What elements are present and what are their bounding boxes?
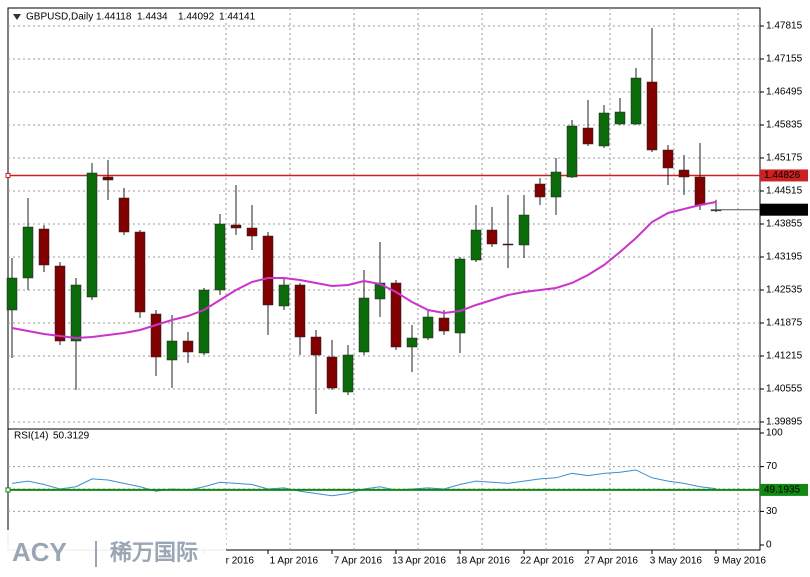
y-tick-label: 1.41875 xyxy=(766,318,803,329)
rsi-y-tick-label: 30 xyxy=(766,506,778,517)
candle-body xyxy=(550,171,562,198)
price-box xyxy=(760,203,808,216)
x-tick-label: 22 Apr 2016 xyxy=(520,556,574,567)
candle-body xyxy=(278,284,290,307)
y-tick-label: 1.46495 xyxy=(766,87,803,98)
chart-title: GBPUSD,Daily xyxy=(26,12,93,23)
candle-body xyxy=(150,313,162,358)
candle-body xyxy=(662,149,674,169)
candle-body xyxy=(502,243,514,246)
y-tick-label: 1.47815 xyxy=(766,21,803,32)
candle-body xyxy=(646,81,658,151)
candle-body xyxy=(166,340,178,361)
candle-body xyxy=(214,223,226,291)
candle-body xyxy=(582,127,594,145)
x-tick-label: 18 Apr 2016 xyxy=(456,556,510,567)
watermark-cn: 稀万国际 xyxy=(110,540,198,565)
x-tick-label: 13 Apr 2016 xyxy=(392,556,446,567)
header-close: 1.44141 xyxy=(219,12,256,23)
candle-body xyxy=(566,125,578,178)
level-box xyxy=(760,169,808,182)
candle-body xyxy=(294,284,306,338)
candle-body xyxy=(470,229,482,261)
candle-body xyxy=(486,229,498,245)
y-tick-label: 1.47155 xyxy=(766,54,803,65)
moving-average xyxy=(11,201,717,340)
candle-body xyxy=(182,340,194,353)
rsi-y-tick-label: 70 xyxy=(766,461,778,472)
x-tick-label: 3 May 2016 xyxy=(650,556,703,567)
candle-body xyxy=(390,282,402,348)
rsi-y-tick-label: 0 xyxy=(766,540,772,551)
candle-body xyxy=(310,336,322,356)
price-label: 1.44141 xyxy=(764,204,801,215)
candle-body xyxy=(342,354,354,393)
rsi-level-handle xyxy=(5,487,11,493)
x-tick-label: 1 Apr 2016 xyxy=(270,556,319,567)
y-tick-label: 1.41215 xyxy=(766,351,803,362)
x-tick-label: 9 May 2016 xyxy=(714,556,767,567)
watermark-brand: ACY xyxy=(12,537,67,567)
rsi-level-label: 49.1935 xyxy=(764,485,801,496)
candle-body xyxy=(70,284,82,342)
candle-body xyxy=(6,277,18,311)
level-handle xyxy=(5,172,11,178)
candle-body xyxy=(262,235,274,306)
header-open: 1.44118 xyxy=(96,12,132,23)
candle-body xyxy=(198,289,210,354)
x-tick-label: 27 Apr 2016 xyxy=(584,556,638,567)
chart-icon xyxy=(13,14,21,20)
candle-body xyxy=(438,317,450,332)
x-tick-label: r 2016 xyxy=(226,556,255,567)
level-label: 1.44826 xyxy=(764,170,801,181)
candle-body xyxy=(614,111,626,125)
candle-body xyxy=(694,176,706,206)
candle-body xyxy=(326,356,338,389)
candle-body xyxy=(54,265,66,342)
candle-body xyxy=(630,77,642,125)
y-tick-label: 1.40555 xyxy=(766,384,803,395)
y-tick-label: 1.45835 xyxy=(766,120,803,131)
candle-body xyxy=(246,227,258,237)
candle-body xyxy=(22,226,34,279)
candle-body xyxy=(134,231,146,313)
candle-body xyxy=(230,224,242,229)
candle-body xyxy=(422,316,434,339)
y-tick-label: 1.44515 xyxy=(766,186,803,197)
rsi-y-tick-label: 100 xyxy=(766,428,783,439)
y-tick-label: 1.43195 xyxy=(766,252,803,263)
y-tick-label: 1.42535 xyxy=(766,285,803,296)
rsi-level-box xyxy=(760,483,808,496)
y-tick-label: 1.43855 xyxy=(766,219,803,230)
header-high: 1.4434 xyxy=(137,12,168,23)
candle-body xyxy=(518,214,530,246)
x-tick-label: 7 Apr 2016 xyxy=(334,556,383,567)
rsi-name: RSI(14) xyxy=(14,431,48,442)
candle-body xyxy=(678,169,690,178)
candle-body xyxy=(86,172,98,298)
header-low: 1.44092 xyxy=(178,12,215,23)
candle-body xyxy=(118,197,130,233)
candle-body xyxy=(102,176,114,181)
candle-body xyxy=(406,337,418,348)
candle-body xyxy=(38,228,50,266)
y-tick-label: 1.45175 xyxy=(766,153,803,164)
candle-body xyxy=(358,297,370,353)
y-tick-label: 1.39895 xyxy=(766,417,803,428)
rsi-value: 50.3129 xyxy=(53,431,90,442)
watermark-bg xyxy=(0,530,226,577)
candle-body xyxy=(598,112,610,147)
candle-body xyxy=(534,183,546,198)
candle-body xyxy=(454,258,466,334)
